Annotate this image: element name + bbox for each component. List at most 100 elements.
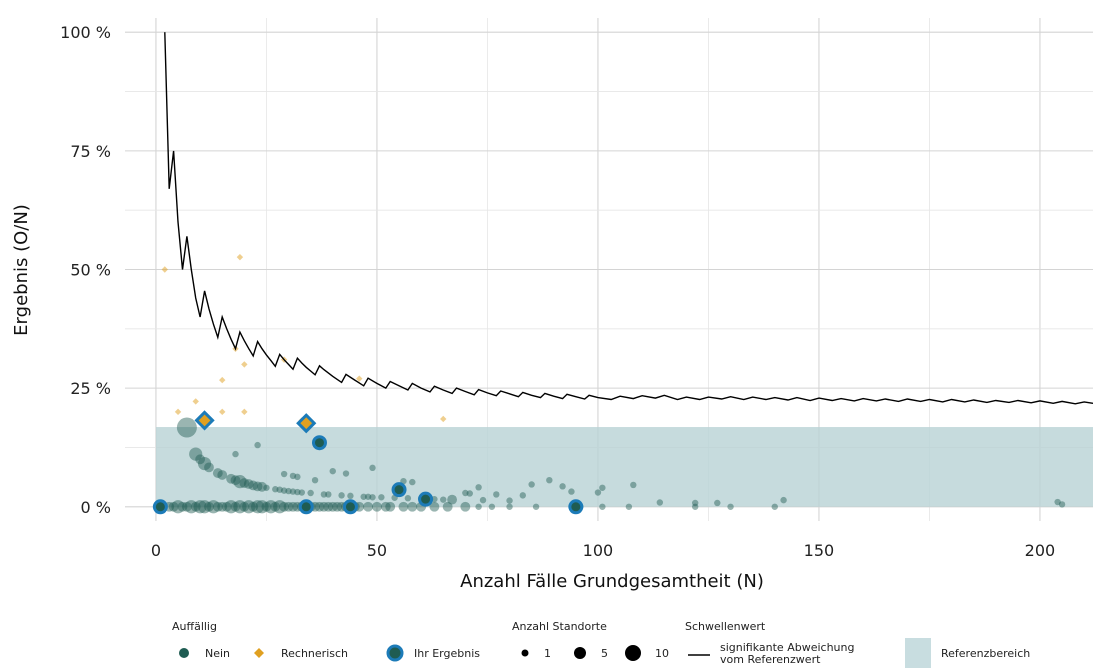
ihr-ergebnis-point — [311, 435, 327, 451]
nein-point — [320, 491, 328, 498]
nein-point — [714, 499, 721, 507]
nein-point — [307, 489, 314, 497]
nein-point — [385, 501, 396, 512]
nein-point — [440, 496, 447, 503]
ihr-ergebnis-point — [152, 499, 168, 515]
nein-point — [506, 497, 513, 504]
y-tick-label: 25 % — [70, 379, 111, 398]
nein-point — [193, 500, 207, 514]
nein-point — [479, 496, 487, 504]
rechnerisch-point — [161, 266, 168, 273]
nein-point — [270, 501, 281, 512]
legend-threshold-label-line1: signifikante Abweichung — [720, 641, 854, 654]
legend-title-schwellenwert: Schwellenwert — [685, 620, 766, 633]
nein-point — [294, 488, 301, 496]
ihr-ergebnis-points-layer — [152, 410, 584, 515]
nein-point — [177, 501, 188, 512]
nein-point — [460, 501, 471, 512]
nein-point — [407, 501, 418, 512]
nein-point — [311, 476, 319, 484]
legend-ihr-ergebnis-label: Ihr Ergebnis — [414, 647, 480, 660]
nein-point — [378, 494, 385, 501]
nein-point — [1058, 501, 1066, 508]
nein-point — [232, 450, 239, 458]
nein-point — [171, 500, 185, 514]
nein-point — [568, 488, 575, 495]
nein-point — [248, 480, 259, 491]
nein-point — [325, 491, 332, 498]
nein-point — [329, 467, 336, 475]
nein-point — [197, 500, 212, 514]
legend-size-10-label: 10 — [655, 647, 669, 660]
nein-point — [314, 501, 325, 512]
nein-point — [204, 462, 214, 473]
legend-rechnerisch-label: Rechnerisch — [281, 647, 348, 660]
nein-point — [197, 456, 212, 471]
nein-point — [327, 501, 338, 512]
nein-point — [184, 500, 198, 514]
nein-point — [230, 475, 241, 486]
nein-point — [224, 500, 238, 514]
nein-point — [780, 496, 787, 504]
nein-point — [380, 501, 391, 512]
ihr-ergebnis-point — [342, 499, 358, 515]
y-tick-label: 100 % — [60, 23, 111, 42]
x-tick-label: 200 — [1025, 541, 1056, 560]
nein-point — [176, 417, 197, 438]
rechnerisch-point — [174, 408, 182, 416]
nein-point — [206, 500, 221, 514]
nein-point — [221, 501, 232, 512]
ihr-ergebnis-point — [418, 491, 434, 507]
y-axis-title: Ergebnis (O/N) — [11, 204, 32, 336]
nein-point — [506, 503, 513, 510]
nein-point — [255, 500, 269, 514]
threshold-line — [164, 32, 1093, 405]
nein-point — [404, 495, 412, 502]
y-tick-labels: 0 % 25 % 50 % 75 % 100 % — [60, 23, 111, 517]
nein-point — [546, 476, 553, 484]
ihr-ergebnis-point — [296, 413, 317, 434]
nein-point — [466, 490, 473, 497]
nein-point — [342, 470, 350, 477]
nein-point — [599, 484, 606, 491]
legend: Auffällig Nein Rechnerisch Ihr Ergebnis … — [172, 620, 1030, 668]
nein-point — [475, 503, 482, 510]
nein-point — [233, 500, 247, 514]
nein-point — [226, 473, 236, 484]
nein-point — [294, 473, 301, 481]
nein-point — [217, 470, 228, 480]
y-tick-label: 50 % — [70, 261, 111, 280]
legend-size-1-symbol — [521, 649, 529, 657]
nein-point — [409, 478, 416, 486]
nein-point — [242, 500, 256, 514]
legend-size-10-symbol — [625, 645, 641, 661]
legend-threshold-label-line2: vom Referenzwert — [720, 653, 821, 666]
nein-point — [559, 483, 566, 490]
legend-rechnerisch-symbol — [254, 648, 264, 658]
nein-point — [243, 479, 254, 489]
legend-referenzbereich-symbol — [905, 638, 931, 668]
nein-point — [283, 501, 294, 512]
legend-nein-label: Nein — [205, 647, 230, 660]
rechnerisch-point — [192, 398, 199, 405]
legend-size-5-label: 5 — [601, 647, 608, 660]
nein-point — [363, 501, 374, 512]
ihr-ergebnis-point — [298, 499, 314, 515]
nein-point — [239, 478, 250, 488]
nein-point — [519, 492, 527, 499]
x-tick-label: 150 — [804, 541, 835, 560]
y-tick-label: 0 % — [81, 498, 111, 517]
nein-point — [168, 501, 179, 512]
legend-title-anzahl: Anzahl Standorte — [512, 620, 607, 633]
nein-point — [364, 493, 372, 500]
nein-point — [288, 501, 298, 512]
x-axis-title: Anzahl Fälle Grundgesamtheit (N) — [460, 571, 764, 592]
rechnerisch-point — [236, 253, 244, 261]
nein-point — [727, 503, 734, 510]
nein-point — [195, 454, 206, 465]
x-tick-label: 0 — [151, 541, 161, 560]
legend-ihr-ergebnis-symbol — [386, 644, 404, 662]
nein-point — [189, 447, 203, 461]
nein-point — [369, 464, 376, 472]
